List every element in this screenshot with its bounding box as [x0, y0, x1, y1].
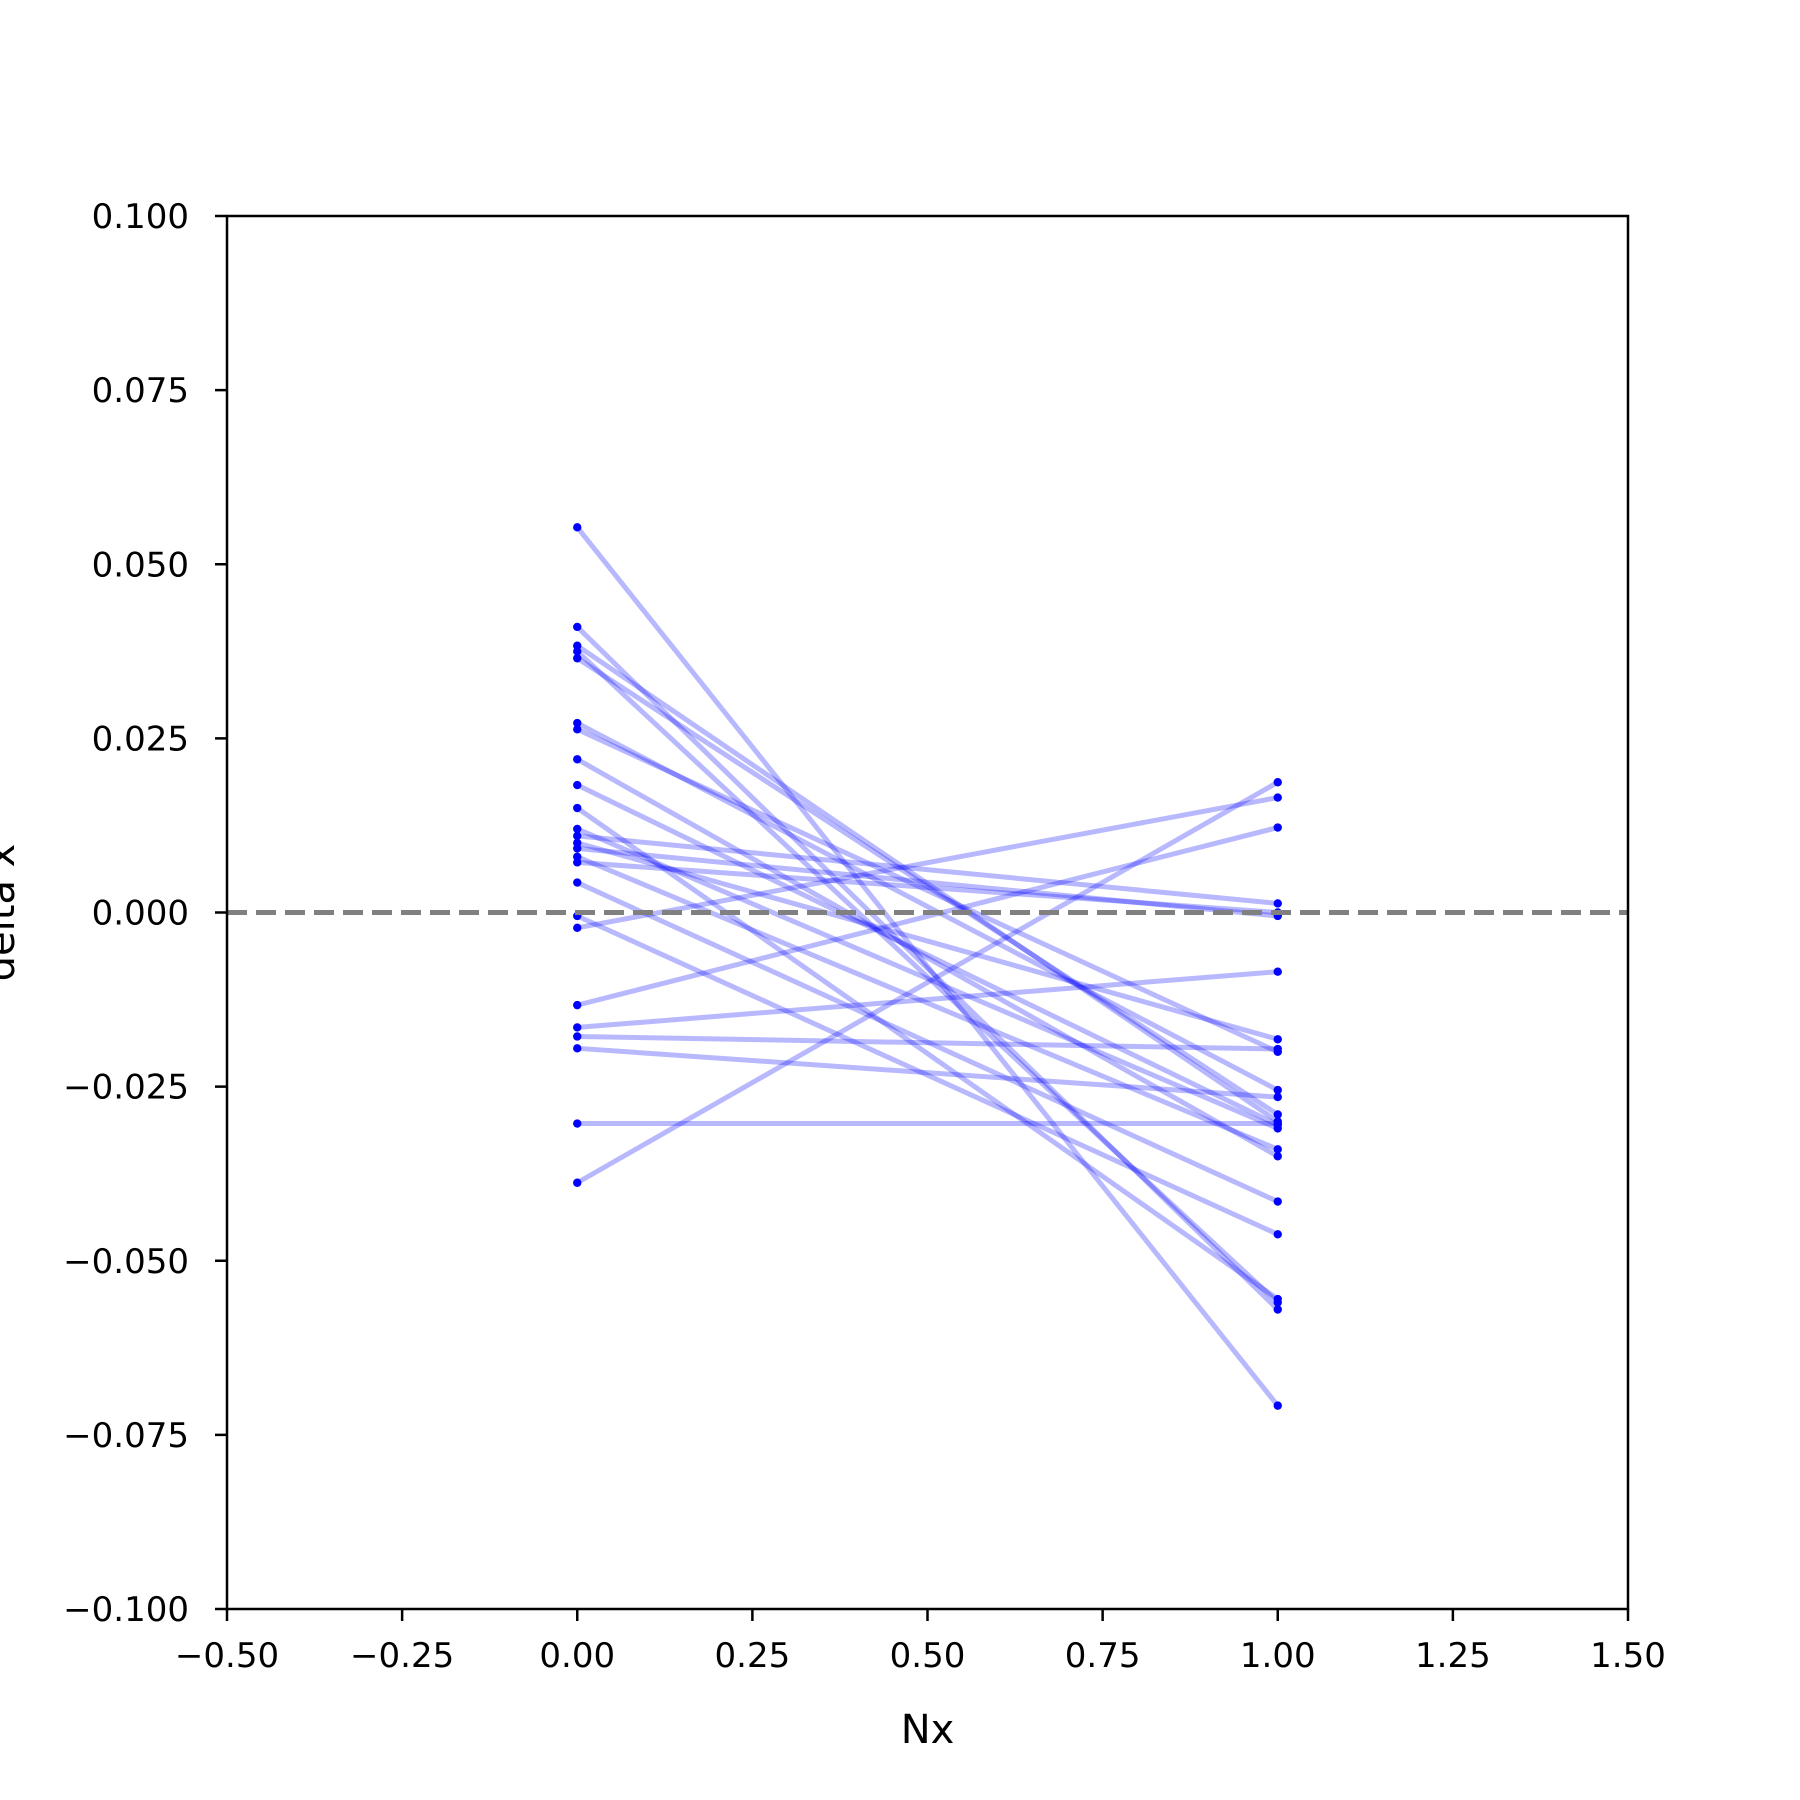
data-point-23-end — [1273, 1092, 1282, 1102]
pair-line-5 — [575, 656, 1280, 1117]
x-tick-label: 1.00 — [1240, 1636, 1316, 1676]
data-point-24-start — [573, 1119, 582, 1128]
data-point-6-start — [573, 718, 582, 728]
y-axis-title: delta x — [0, 844, 24, 982]
y-tick-label: 0.025 — [92, 719, 189, 759]
data-point-25-end — [1273, 778, 1282, 787]
x-tick-label: 0.75 — [1065, 1636, 1141, 1676]
x-tick-label: −0.50 — [175, 1636, 279, 1676]
data-point-2-start — [573, 622, 582, 632]
data-point-8-start — [573, 755, 582, 764]
y-tick-label: −0.050 — [63, 1242, 189, 1282]
data-point-10-end — [1273, 1294, 1282, 1304]
data-point-17-end — [1273, 1197, 1282, 1206]
data-point-24-end — [1273, 1119, 1282, 1128]
data-point-5-end — [1273, 1110, 1282, 1119]
x-tick-label: 0.00 — [539, 1636, 615, 1676]
pair-line-8 — [576, 757, 1279, 1159]
data-point-22-end — [1273, 1044, 1282, 1054]
pair-line-18 — [576, 913, 1279, 1237]
pair-line-23 — [577, 1045, 1278, 1100]
data-point-12-start — [573, 831, 582, 841]
data-point-19-start — [573, 923, 582, 933]
data-point-20-start — [573, 1000, 582, 1010]
data-point-17-start — [573, 878, 582, 887]
y-tick-label: 0.050 — [92, 545, 189, 585]
data-point-18-end — [1273, 1230, 1282, 1239]
data-point-2-end — [1273, 1305, 1282, 1314]
data-point-21-end — [1273, 967, 1282, 976]
data-point-15-end — [1273, 1145, 1282, 1154]
x-tick-label: 0.25 — [715, 1636, 791, 1676]
data-point-8-end — [1273, 1152, 1282, 1161]
data-point-22-start — [573, 1032, 582, 1041]
pair-line-14 — [577, 845, 1278, 919]
data-point-13-end — [1273, 1035, 1282, 1044]
data-point-1-end — [1273, 1401, 1282, 1410]
pair-line-20 — [576, 825, 1279, 1008]
y-tick-label: −0.100 — [63, 1590, 189, 1630]
y-tick-label: 0.100 — [92, 197, 189, 237]
y-tick-label: −0.075 — [63, 1416, 189, 1456]
data-point-9-start — [573, 780, 582, 790]
data-point-21-start — [573, 1023, 582, 1032]
pair-line-4 — [575, 649, 1280, 1305]
pair-line-13 — [576, 840, 1279, 1042]
y-tick-label: 0.075 — [92, 371, 189, 411]
data-point-1-start — [573, 523, 582, 532]
data-point-7-start — [573, 725, 582, 734]
x-tick-label: −0.25 — [350, 1636, 454, 1676]
data-point-11-start — [573, 824, 582, 834]
pair-line-19 — [576, 795, 1279, 931]
pair-line-16 — [577, 859, 1278, 915]
pair-line-9 — [576, 782, 1279, 1128]
pair-line-12 — [577, 833, 1278, 906]
data-point-12-end — [1273, 899, 1282, 908]
pair-line-17 — [576, 880, 1279, 1204]
pair-line-11 — [576, 826, 1279, 1131]
x-tick-label: 0.50 — [890, 1636, 966, 1676]
y-axis-ticks: −0.100 −0.075 −0.050 −0.025 0.000 0.025 0.050 0… — [63, 197, 227, 1630]
pair-line-25 — [576, 780, 1279, 1185]
x-axis-title: Nx — [901, 1707, 955, 1753]
y-tick-label: 0.000 — [92, 894, 189, 934]
pair-line-10 — [575, 805, 1280, 1302]
data-point-20-end — [1273, 823, 1282, 832]
data-point-16-start — [573, 858, 582, 867]
pair-line-21 — [577, 969, 1278, 1030]
pair-line-1 — [575, 525, 1280, 1408]
pair-line-22 — [577, 1033, 1278, 1052]
data-point-14-start — [573, 844, 582, 853]
data-point-25-start — [573, 1178, 582, 1187]
y-tick-label: −0.025 — [63, 1068, 189, 1108]
pair-line-3 — [575, 643, 1280, 1124]
x-tick-label: 1.50 — [1590, 1636, 1666, 1676]
data-point-6-end — [1273, 1085, 1282, 1095]
series-layer — [573, 523, 1282, 1410]
data-point-19-end — [1273, 793, 1282, 802]
data-point-23-start — [573, 1044, 582, 1053]
pair-line-15 — [576, 854, 1279, 1152]
pair-line-6 — [576, 720, 1279, 1093]
x-axis-ticks: −0.50 −0.25 0.00 0.25 0.50 0.75 1.00 1.25 1.50 — [175, 1609, 1666, 1676]
data-point-10-start — [573, 803, 582, 813]
pair-line-7 — [576, 727, 1279, 1055]
pair-line-2 — [575, 625, 1280, 1312]
data-point-5-start — [573, 654, 582, 663]
data-point-4-start — [573, 647, 582, 656]
x-tick-label: 1.25 — [1415, 1636, 1491, 1676]
